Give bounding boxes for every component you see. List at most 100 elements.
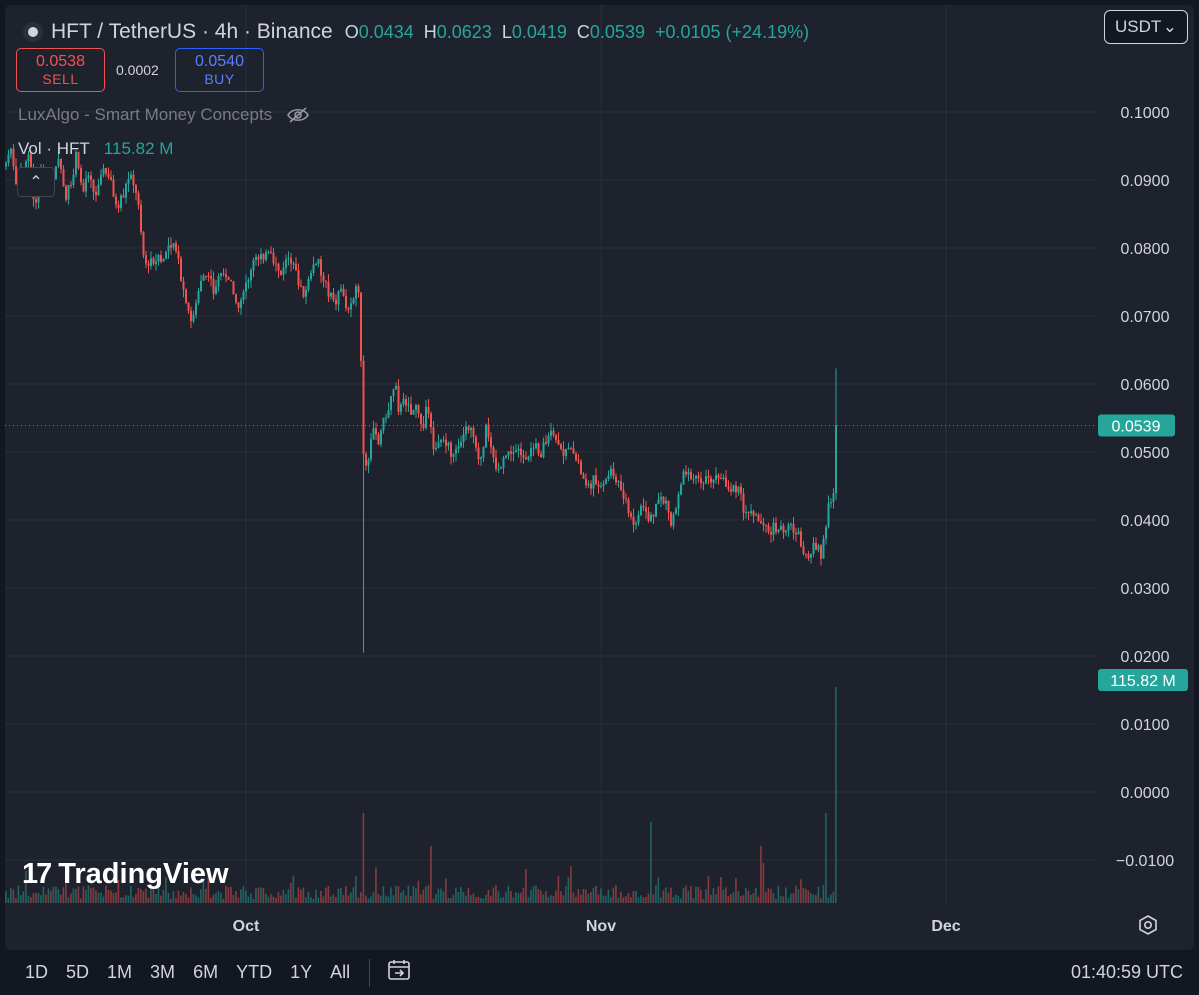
volume-bar: [392, 895, 395, 903]
volume-bar: [617, 897, 620, 903]
volume-bar: [830, 894, 832, 903]
volume-bar: [715, 894, 717, 903]
volume-bar: [800, 879, 802, 903]
volume-bar: [577, 889, 580, 903]
volume-bar: [732, 892, 735, 903]
volume-bar: [75, 888, 77, 903]
currency-select[interactable]: USDT ⌄: [1104, 10, 1188, 44]
candle-body: [710, 477, 712, 483]
volume-bar: [735, 878, 737, 903]
range-6m[interactable]: 6M: [193, 962, 219, 982]
volume-bar: [550, 895, 552, 903]
bottom-toolbar: 1D 5D 1M 3M 6M YTD 1Y All 01:40:59 UTC: [0, 950, 1199, 995]
y-tick-label: 0.0600: [1121, 377, 1170, 394]
candle-body: [297, 270, 300, 286]
change-value: +0.0105 (+24.19%): [654, 21, 810, 42]
candle-body: [667, 500, 670, 513]
candle-body: [507, 451, 510, 456]
volume-bar: [730, 893, 732, 903]
candle-body: [90, 175, 92, 180]
candle-body: [87, 175, 90, 179]
volume-bar: [122, 897, 125, 903]
volume-bar: [140, 889, 142, 903]
volume-bar: [817, 886, 820, 903]
volume-bar: [497, 891, 500, 903]
candle-body: [627, 499, 630, 514]
volume-bar: [600, 888, 602, 903]
volume-bar: [685, 885, 687, 903]
symbol-title[interactable]: HFT / TetherUS · 4h · Binance: [51, 20, 333, 43]
volume-bar: [247, 896, 250, 903]
candle-body: [147, 263, 150, 266]
volume-bar: [435, 894, 437, 903]
volume-bar: [722, 889, 725, 903]
range-1d[interactable]: 1D: [25, 962, 49, 982]
volume-bar: [57, 889, 60, 903]
range-3m[interactable]: 3M: [150, 962, 176, 982]
collapse-legend-button[interactable]: ⌃: [17, 167, 55, 197]
candle-body: [760, 521, 762, 524]
volume-bar: [537, 889, 540, 903]
indicator-legend[interactable]: LuxAlgo - Smart Money Concepts: [18, 105, 310, 125]
price-chart[interactable]: 0.1000 0.0900 0.0800 0.0700 0.0600 0.0500 0.04…: [5, 5, 1194, 950]
candle-body: [280, 270, 282, 275]
candle-body: [290, 258, 292, 264]
volume-bar: [627, 893, 630, 903]
candle-body: [475, 436, 477, 448]
range-ytd[interactable]: YTD: [236, 962, 273, 982]
volume-legend[interactable]: Vol · HFT 115.82 M: [18, 139, 173, 159]
open-value: 0.0434: [358, 21, 414, 42]
candle-body: [72, 174, 75, 186]
candle-body: [332, 292, 335, 300]
candle-body: [427, 406, 430, 414]
range-1y[interactable]: 1Y: [290, 962, 313, 982]
volume-bar: [72, 888, 75, 903]
volume-bar: [610, 897, 612, 903]
volume-bar: [267, 896, 270, 903]
candle-body: [797, 531, 800, 535]
candle-body: [222, 273, 225, 275]
volume-bar: [697, 886, 700, 903]
candle-body: [395, 385, 397, 390]
candle-body: [570, 448, 572, 450]
chart-settings-button[interactable]: [1135, 912, 1161, 938]
volume-bar: [425, 886, 427, 903]
range-5d[interactable]: 5D: [66, 962, 90, 982]
volume-bar: [447, 898, 450, 903]
candle-body: [552, 430, 555, 435]
volume-bar: [70, 893, 72, 903]
volume-bar: [515, 892, 517, 903]
buy-button[interactable]: 0.0540 BUY: [175, 48, 264, 92]
volume-bar: [67, 897, 70, 903]
utc-clock[interactable]: 01:40:59 UTC: [1070, 962, 1183, 982]
candle-body: [345, 295, 347, 309]
candle-body: [117, 204, 120, 209]
volume-bar: [102, 896, 105, 903]
range-1m[interactable]: 1M: [107, 962, 133, 982]
candle-body: [252, 260, 255, 271]
volume-bar: [677, 895, 680, 903]
sell-button[interactable]: 0.0538 SELL: [16, 48, 105, 92]
volume-bar: [45, 894, 47, 903]
candle-body: [575, 453, 577, 461]
volume-bar: [295, 897, 297, 903]
volume-bar: [620, 891, 622, 903]
eye-off-icon[interactable]: [286, 106, 310, 124]
candle-body: [680, 484, 682, 495]
volume-bar: [827, 897, 830, 903]
candle-body: [172, 243, 175, 248]
volume-bar: [790, 893, 792, 903]
candle-body: [540, 453, 542, 458]
date-range-button[interactable]: [386, 958, 412, 988]
candle-body: [762, 523, 765, 526]
candle-body: [82, 182, 85, 192]
range-all[interactable]: All: [330, 962, 351, 982]
candle-body: [130, 174, 132, 179]
volume-bar: [687, 890, 690, 903]
chevron-up-icon: ⌃: [29, 174, 43, 191]
volume-bar: [342, 894, 345, 903]
volume-name: Vol · HFT: [18, 139, 90, 158]
volume-bar: [455, 887, 457, 903]
volume-bar: [12, 889, 15, 903]
candle-body: [712, 479, 715, 483]
